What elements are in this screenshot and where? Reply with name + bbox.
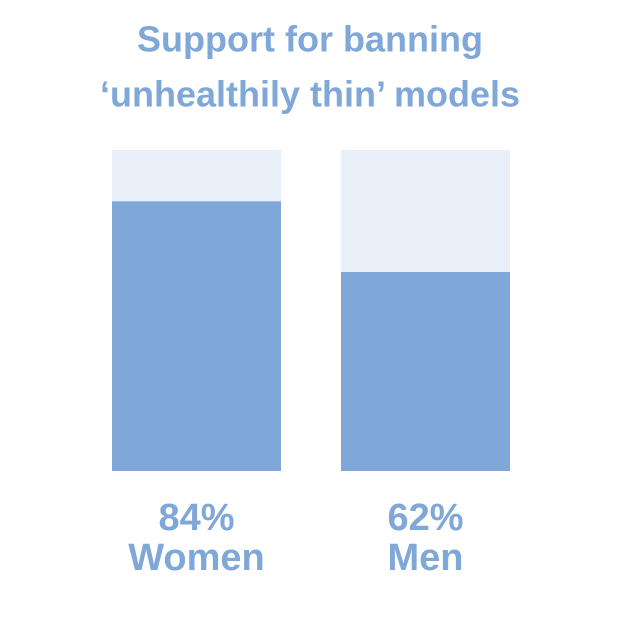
category-label: Women — [128, 537, 265, 579]
category-label: Men — [388, 537, 464, 579]
chart-title: Support for banning — [137, 19, 483, 60]
value-label: 62% — [387, 497, 463, 539]
chart-title: ‘unhealthily thin’ models — [100, 74, 520, 115]
value-label: 84% — [158, 497, 234, 539]
bar — [112, 201, 281, 472]
bar — [341, 271, 510, 471]
